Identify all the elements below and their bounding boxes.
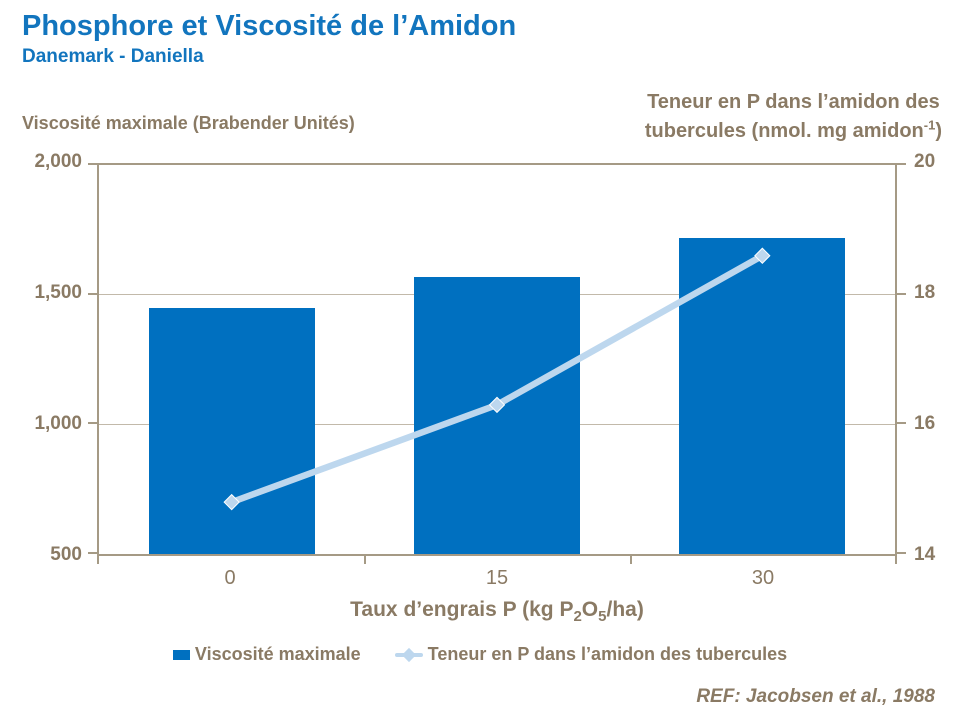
plot-area (97, 163, 897, 556)
legend-item-viscosite: Viscosité maximale (172, 644, 361, 665)
legend-label: Teneur en P dans l’amidon des tubercules (427, 644, 788, 664)
chart-legend: Viscosité maximale Teneur en P dans l’am… (0, 644, 960, 665)
x-category-label: 0 (224, 567, 236, 589)
bar-15 (414, 276, 580, 554)
axis-tickmark (88, 163, 97, 165)
axis-tickmark (629, 556, 632, 564)
page-title: Phosphore et Viscosité de l’Amidon (22, 10, 517, 42)
bar-series-swatch-icon (172, 649, 190, 660)
line-series-svg (223, 247, 771, 511)
axis-tickmark (364, 556, 367, 564)
right-axis-label-line1: Teneur en P dans l’amidon des (647, 91, 940, 113)
axis-tickmark (897, 292, 906, 295)
axis-tickmark (88, 552, 97, 554)
axis-tickmark (88, 422, 97, 425)
x-category-label: 30 (751, 567, 775, 589)
x-category-label: 15 (485, 567, 509, 589)
bar-0 (148, 307, 315, 554)
right-ytick-label: 20 (914, 151, 936, 172)
right-ytick-label: 14 (914, 544, 936, 565)
right-ytick-label: 18 (914, 282, 936, 303)
axis-tickmark (897, 422, 906, 425)
line-marker-0 (223, 493, 240, 511)
axis-tickmark (897, 163, 906, 165)
left-ytick-label: 500 (50, 544, 82, 565)
left-ytick-label: 1,500 (34, 282, 82, 303)
line-marker-15 (488, 396, 506, 414)
right-axis-label: Teneur en P dans l’amidon des tubercules… (645, 88, 942, 146)
page-subtitle: Danemark - Daniella (22, 46, 204, 67)
x-axis-title: Taux d’engrais P (kg P2O5/ha) (350, 598, 644, 625)
axis-tickmark (897, 552, 906, 554)
line-marker-30 (754, 247, 771, 264)
legend-label: Viscosité maximale (194, 644, 361, 664)
line-series-swatch-icon (394, 647, 423, 662)
left-axis-label: Viscosité maximale (Brabender Unités) (22, 113, 355, 133)
right-ytick-label: 16 (914, 413, 936, 434)
legend-item-teneur: Teneur en P dans l’amidon des tubercules (394, 644, 788, 665)
axis-tickmark (97, 556, 99, 564)
reference-citation: REF: Jacobsen et al., 1988 (696, 686, 935, 707)
left-ytick-label: 1,000 (34, 413, 82, 434)
left-ytick-label: 2,000 (34, 151, 82, 172)
axis-tickmark (895, 556, 897, 564)
axis-tickmark (88, 292, 97, 295)
right-axis-label-line2: tubercules (nmol. mg amidon-1) (644, 117, 942, 142)
